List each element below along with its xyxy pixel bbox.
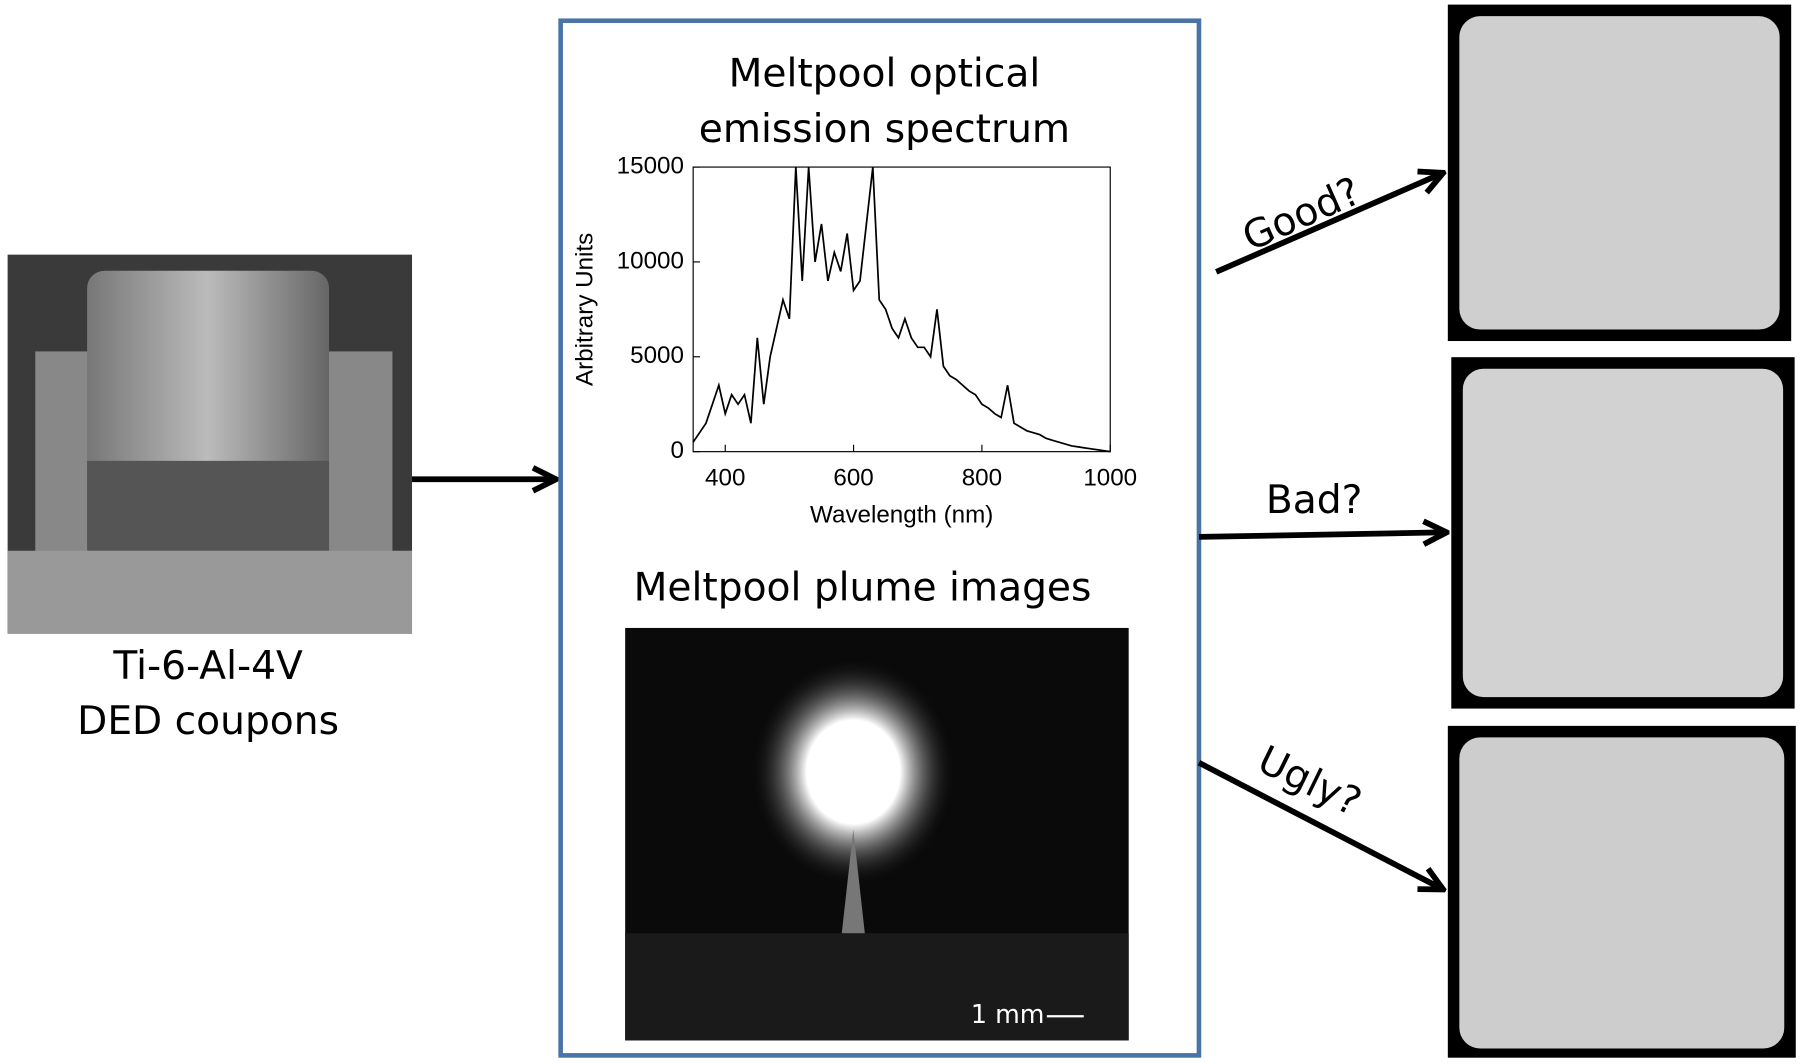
x-tick-label: 1000 (1083, 465, 1137, 492)
ct-scan (1451, 357, 1795, 709)
spectrum-line (692, 166, 1111, 453)
coupon-label: Ti-6-Al-4V (112, 644, 303, 689)
outcome-label: Bad? (1266, 478, 1363, 523)
plume-image (625, 627, 1129, 1041)
y-axis-label: Arbitrary Units (571, 233, 598, 386)
coupon-label: DED coupons (77, 699, 339, 744)
arrow (1197, 760, 1443, 890)
ct-scan (1447, 4, 1792, 342)
spectrum-title: emission spectrum (699, 107, 1070, 152)
x-axis-label: Wavelength (nm) (810, 502, 993, 529)
y-tick-label: 15000 (617, 152, 684, 179)
y-tick-label: 0 (670, 437, 683, 464)
arrow (1215, 173, 1443, 275)
y-tick-label: 5000 (630, 342, 684, 369)
outcome-label: Ugly? (1251, 738, 1368, 826)
ct-scan (1447, 725, 1796, 1058)
coupon-photo (7, 254, 413, 634)
arrow (1198, 532, 1447, 537)
spectrum-title: Meltpool optical (729, 52, 1041, 97)
plume-title: Meltpool plume images (634, 565, 1092, 610)
x-tick-label: 800 (962, 465, 1002, 492)
scale-bar-label: 1 mm (971, 999, 1045, 1029)
y-tick-label: 10000 (617, 247, 684, 274)
x-tick-label: 400 (705, 465, 745, 492)
plot-frame (692, 166, 1111, 453)
x-tick-label: 600 (833, 465, 873, 492)
outcome-label: Good? (1236, 169, 1367, 261)
